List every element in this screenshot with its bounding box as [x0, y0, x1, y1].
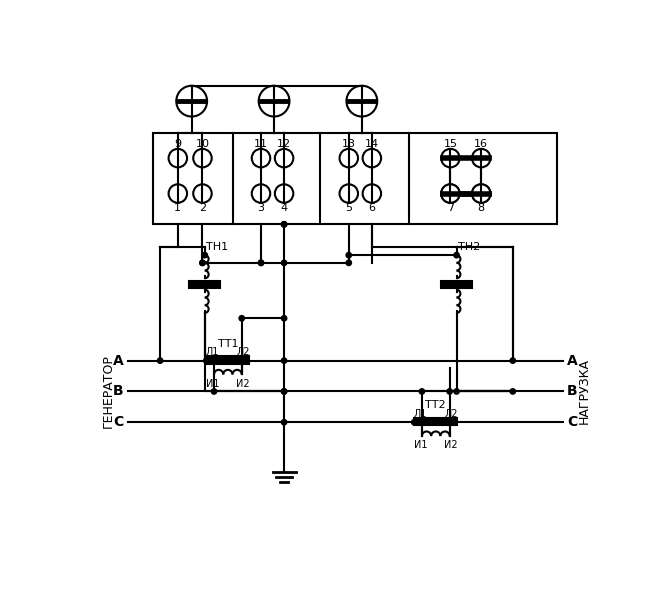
- Circle shape: [239, 316, 245, 321]
- Bar: [153, 134, 557, 225]
- Circle shape: [252, 184, 270, 203]
- Circle shape: [362, 184, 381, 203]
- Circle shape: [346, 252, 352, 258]
- Circle shape: [281, 222, 287, 227]
- Circle shape: [281, 389, 287, 394]
- Text: Л2: Л2: [237, 347, 250, 357]
- Text: C: C: [567, 415, 577, 429]
- Text: 16: 16: [474, 139, 488, 149]
- Circle shape: [275, 149, 293, 167]
- Text: 2: 2: [199, 203, 206, 213]
- Circle shape: [281, 222, 287, 227]
- Circle shape: [340, 149, 358, 167]
- Text: И1: И1: [206, 379, 219, 389]
- Text: 9: 9: [174, 139, 182, 149]
- Circle shape: [447, 389, 452, 394]
- Circle shape: [441, 149, 460, 167]
- Circle shape: [169, 184, 187, 203]
- Bar: [441, 282, 472, 288]
- Text: 10: 10: [196, 139, 210, 149]
- Circle shape: [259, 260, 264, 265]
- Circle shape: [510, 389, 515, 394]
- Circle shape: [200, 260, 205, 265]
- Text: A: A: [567, 353, 578, 368]
- Circle shape: [441, 184, 460, 203]
- Text: НАГРУЗКА: НАГРУЗКА: [578, 358, 591, 425]
- Circle shape: [281, 260, 287, 265]
- Circle shape: [169, 149, 187, 167]
- Text: A: A: [113, 353, 124, 368]
- Text: Л1: Л1: [413, 409, 427, 419]
- Text: Л2: Л2: [444, 409, 458, 419]
- Bar: [190, 282, 220, 288]
- Text: ТН2: ТН2: [458, 243, 480, 252]
- Circle shape: [472, 149, 490, 167]
- Circle shape: [419, 389, 425, 394]
- Text: 5: 5: [345, 203, 352, 213]
- Circle shape: [211, 389, 216, 394]
- Text: ГЕНЕРАТОР: ГЕНЕРАТОР: [102, 355, 115, 428]
- Circle shape: [281, 389, 287, 394]
- Text: 13: 13: [342, 139, 356, 149]
- Circle shape: [204, 358, 209, 364]
- Text: 4: 4: [281, 203, 287, 213]
- Bar: [206, 356, 249, 364]
- Circle shape: [200, 260, 205, 265]
- Text: И2: И2: [444, 440, 458, 450]
- Text: 6: 6: [369, 203, 375, 213]
- Text: 3: 3: [257, 203, 265, 213]
- Text: ТТ2: ТТ2: [425, 400, 446, 410]
- Circle shape: [275, 184, 293, 203]
- Text: 15: 15: [444, 139, 458, 149]
- Circle shape: [281, 316, 287, 321]
- Circle shape: [281, 358, 287, 364]
- Circle shape: [157, 358, 163, 364]
- Circle shape: [346, 260, 352, 265]
- Circle shape: [281, 419, 287, 425]
- Text: Л1: Л1: [206, 347, 219, 357]
- Circle shape: [176, 86, 207, 117]
- Text: 8: 8: [478, 203, 485, 213]
- Circle shape: [362, 149, 381, 167]
- Circle shape: [454, 389, 459, 394]
- Circle shape: [472, 184, 490, 203]
- Circle shape: [346, 86, 377, 117]
- Circle shape: [193, 149, 212, 167]
- Text: 7: 7: [447, 203, 454, 213]
- Circle shape: [441, 184, 460, 203]
- Text: И2: И2: [237, 379, 250, 389]
- Circle shape: [259, 86, 289, 117]
- Text: 14: 14: [364, 139, 379, 149]
- Text: C: C: [113, 415, 124, 429]
- Text: ТН1: ТН1: [206, 243, 228, 252]
- Circle shape: [193, 184, 212, 203]
- Text: B: B: [567, 385, 578, 398]
- Circle shape: [454, 252, 459, 258]
- Circle shape: [411, 419, 417, 425]
- Bar: [414, 418, 458, 425]
- Text: 11: 11: [254, 139, 268, 149]
- Text: B: B: [113, 385, 124, 398]
- Circle shape: [340, 184, 358, 203]
- Text: И1: И1: [413, 440, 427, 450]
- Circle shape: [202, 252, 208, 258]
- Circle shape: [510, 358, 515, 364]
- Text: 1: 1: [174, 203, 182, 213]
- Circle shape: [259, 260, 264, 265]
- Circle shape: [252, 149, 270, 167]
- Circle shape: [472, 184, 490, 203]
- Text: ТТ1: ТТ1: [218, 338, 238, 349]
- Text: 12: 12: [277, 139, 291, 149]
